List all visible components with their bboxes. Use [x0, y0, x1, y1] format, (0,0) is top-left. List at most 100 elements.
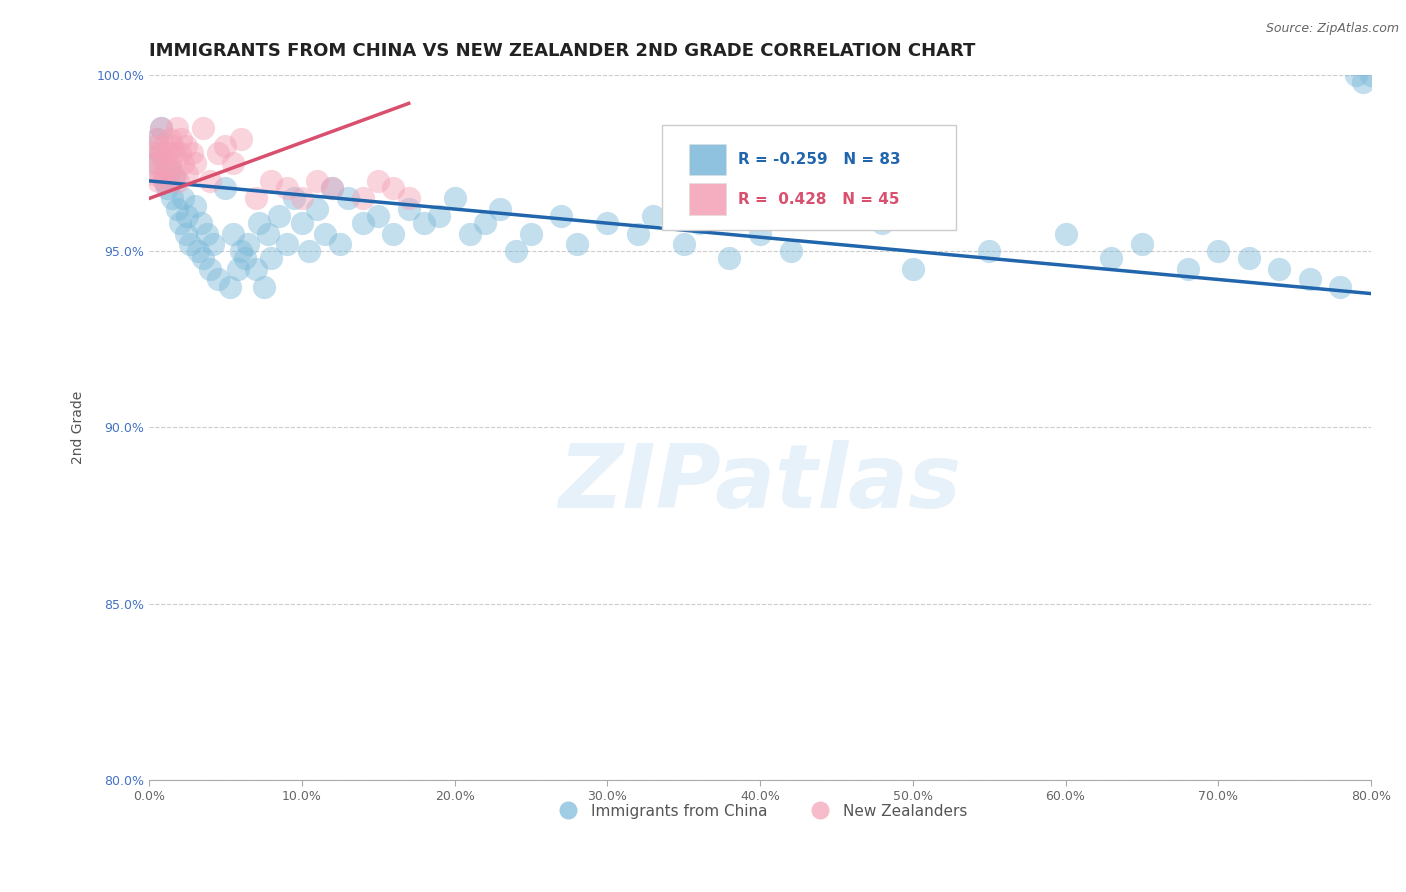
Point: [156, 145, 179, 160]
Point: [149, 145, 172, 160]
Point: [172, 156, 194, 170]
Point: [145, 131, 167, 145]
Point: [1206, 244, 1229, 259]
Point: [260, 252, 283, 266]
Point: [172, 192, 194, 206]
Point: [1099, 252, 1122, 266]
Legend: Immigrants from China, New Zealanders: Immigrants from China, New Zealanders: [546, 797, 974, 825]
Point: [336, 192, 359, 206]
Point: [329, 237, 352, 252]
Point: [169, 216, 191, 230]
Point: [596, 216, 619, 230]
Text: IMMIGRANTS FROM CHINA VS NEW ZEALANDER 2ND GRADE CORRELATION CHART: IMMIGRANTS FROM CHINA VS NEW ZEALANDER 2…: [149, 42, 976, 60]
Point: [267, 209, 290, 223]
Point: [688, 216, 710, 230]
FancyBboxPatch shape: [662, 125, 956, 230]
Point: [142, 145, 165, 160]
Point: [1299, 272, 1322, 286]
Point: [1329, 279, 1351, 293]
Point: [219, 279, 242, 293]
Point: [190, 216, 212, 230]
Point: [979, 244, 1001, 259]
Point: [222, 156, 245, 170]
Point: [174, 227, 197, 241]
Point: [159, 156, 181, 170]
Point: [167, 174, 190, 188]
Point: [184, 198, 207, 212]
Point: [169, 145, 191, 160]
Point: [202, 237, 225, 252]
Point: [489, 202, 512, 216]
Point: [238, 237, 260, 252]
Point: [159, 131, 181, 145]
Point: [257, 227, 280, 241]
Point: [191, 121, 214, 136]
Y-axis label: 2nd Grade: 2nd Grade: [72, 391, 86, 464]
Point: [382, 181, 405, 195]
Point: [260, 174, 283, 188]
Point: [1268, 261, 1291, 276]
Point: [150, 121, 173, 136]
Point: [157, 174, 180, 188]
Point: [143, 138, 166, 153]
Point: [214, 138, 236, 153]
Point: [413, 216, 436, 230]
Point: [458, 227, 481, 241]
Point: [165, 167, 187, 181]
FancyBboxPatch shape: [689, 144, 725, 175]
Point: [1054, 227, 1077, 241]
Point: [153, 138, 176, 153]
Point: [142, 156, 165, 170]
Point: [153, 174, 176, 188]
Point: [382, 227, 405, 241]
Point: [307, 202, 329, 216]
Point: [718, 252, 741, 266]
FancyBboxPatch shape: [689, 183, 725, 215]
Point: [352, 192, 374, 206]
Point: [198, 174, 221, 188]
Point: [321, 181, 343, 195]
Point: [176, 209, 198, 223]
Point: [162, 145, 184, 160]
Point: [307, 174, 329, 188]
Point: [276, 237, 298, 252]
Point: [155, 163, 177, 178]
Point: [207, 272, 229, 286]
Point: [191, 252, 214, 266]
Point: [153, 174, 176, 188]
Point: [367, 174, 389, 188]
Point: [253, 279, 276, 293]
Point: [1360, 68, 1382, 82]
Point: [222, 227, 245, 241]
Point: [398, 202, 420, 216]
Point: [1237, 252, 1260, 266]
Point: [229, 131, 252, 145]
Point: [565, 237, 588, 252]
Point: [321, 181, 343, 195]
Point: [505, 244, 527, 259]
Point: [245, 192, 267, 206]
Point: [233, 252, 256, 266]
Point: [187, 244, 209, 259]
Point: [160, 138, 183, 153]
Point: [179, 237, 201, 252]
Point: [283, 192, 305, 206]
Point: [298, 244, 321, 259]
Point: [148, 174, 170, 188]
Point: [170, 131, 193, 145]
Point: [245, 261, 267, 276]
Point: [749, 227, 772, 241]
Point: [901, 261, 924, 276]
Point: [149, 145, 172, 160]
Point: [291, 192, 314, 206]
Point: [145, 131, 167, 145]
Point: [141, 167, 163, 181]
Point: [520, 227, 543, 241]
Point: [214, 181, 236, 195]
Point: [1177, 261, 1199, 276]
Point: [150, 167, 173, 181]
Point: [1130, 237, 1153, 252]
Point: [159, 163, 181, 178]
Point: [166, 121, 188, 136]
Point: [184, 156, 207, 170]
